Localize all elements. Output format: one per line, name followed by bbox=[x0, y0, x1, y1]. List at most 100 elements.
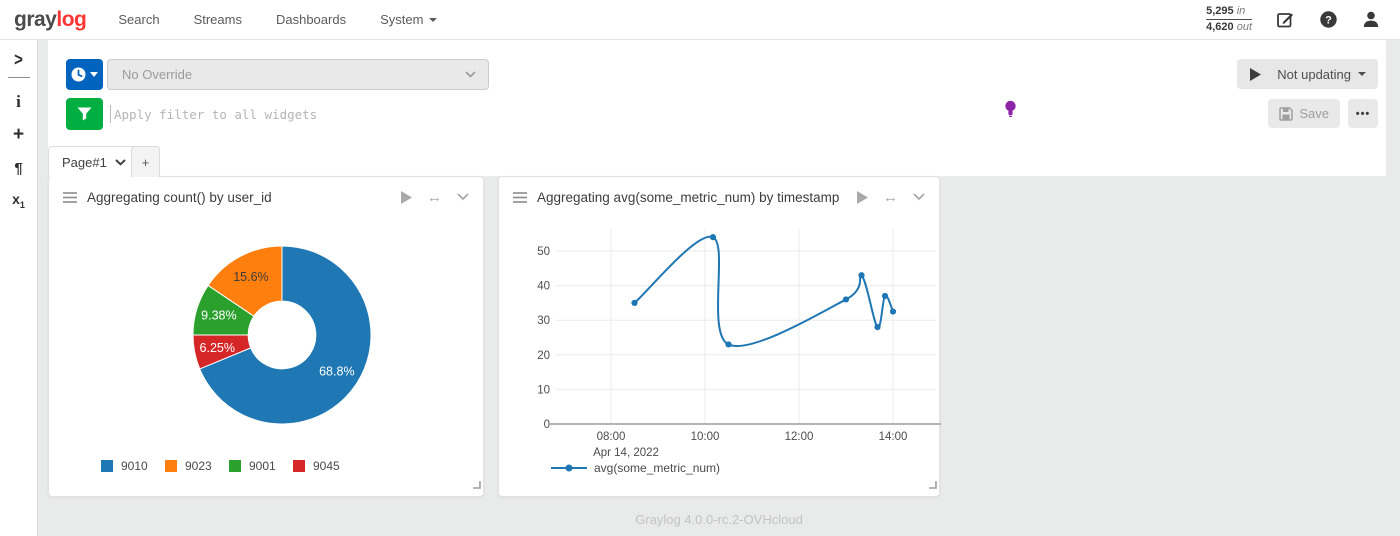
widget-title: Aggregating count() by user_id bbox=[87, 189, 272, 205]
widget-expand-icon[interactable]: ↔ bbox=[427, 188, 442, 206]
svg-text:9045: 9045 bbox=[313, 459, 340, 473]
svg-text:Apr 14, 2022: Apr 14, 2022 bbox=[593, 447, 659, 459]
lightbulb-icon[interactable] bbox=[1004, 100, 1017, 123]
logo-text-log: log bbox=[56, 7, 87, 31]
svg-text:40: 40 bbox=[537, 281, 550, 293]
svg-text:9010: 9010 bbox=[121, 459, 148, 473]
chevron-down-icon bbox=[115, 158, 126, 166]
svg-text:14:00: 14:00 bbox=[879, 431, 908, 443]
user-icon[interactable] bbox=[1362, 10, 1380, 29]
save-button-label: Save bbox=[1299, 106, 1329, 121]
throughput-in-unit: in bbox=[1236, 5, 1246, 17]
logo-text-gray: gray bbox=[14, 7, 57, 31]
play-icon bbox=[1249, 67, 1261, 81]
refresh-controls: Not updating bbox=[1237, 59, 1378, 89]
info-icon: i bbox=[16, 92, 21, 111]
widget-play-icon[interactable] bbox=[401, 190, 412, 204]
nav-item-streams[interactable]: Streams bbox=[193, 12, 242, 27]
ellipsis-icon: ••• bbox=[1355, 107, 1371, 120]
edit-icon[interactable] bbox=[1276, 10, 1295, 29]
paragraph-icon: ¶ bbox=[14, 160, 23, 177]
search-query-panel: No Override Not updating Save • bbox=[48, 40, 1386, 176]
top-navbar: graylog Search Streams Dashboards System… bbox=[0, 0, 1400, 40]
svg-text:50: 50 bbox=[537, 246, 550, 258]
svg-text:6.25%: 6.25% bbox=[200, 341, 235, 355]
widget-line-card: Aggregating avg(some_metric_num) by time… bbox=[498, 176, 941, 498]
svg-text:68.8%: 68.8% bbox=[319, 365, 354, 379]
refresh-interval-label: Not updating bbox=[1277, 66, 1351, 82]
filter-icon bbox=[77, 107, 92, 121]
more-actions-button[interactable]: ••• bbox=[1348, 99, 1378, 128]
drag-handle-icon[interactable] bbox=[63, 191, 77, 203]
sidebar-divider bbox=[7, 77, 30, 78]
widget-chevron-down-icon[interactable] bbox=[913, 193, 925, 201]
widget-play-icon[interactable] bbox=[857, 190, 868, 204]
throughput-out-unit: out bbox=[1236, 21, 1252, 33]
sidebar-item-formatting[interactable]: ¶ bbox=[14, 156, 22, 189]
refresh-play-button[interactable] bbox=[1237, 59, 1273, 89]
svg-text:9023: 9023 bbox=[185, 459, 212, 473]
throughput-in-value: 5,295 bbox=[1206, 5, 1234, 17]
sidebar-item-description[interactable]: i bbox=[16, 88, 21, 122]
tab-page1-label: Page#1 bbox=[62, 154, 107, 170]
filter-input-row bbox=[110, 98, 990, 130]
svg-text:20: 20 bbox=[537, 350, 550, 362]
line-chart[interactable]: 0 10 20 30 40 50 08:00 10:00 12:00 14:00 Apr 14, 2… bbox=[499, 177, 941, 498]
add-icon: + bbox=[12, 124, 25, 145]
main-nav: Search Streams Dashboards System bbox=[118, 12, 438, 27]
svg-text:9.38%: 9.38% bbox=[201, 309, 236, 323]
widget-header: Aggregating count() by user_id ↔ bbox=[49, 177, 483, 217]
svg-text:9001: 9001 bbox=[249, 459, 276, 473]
svg-text:avg(some_metric_num): avg(some_metric_num) bbox=[594, 461, 720, 475]
tab-add-page[interactable]: + bbox=[131, 146, 160, 177]
graylog-logo[interactable]: graylog bbox=[14, 7, 87, 32]
nav-item-dashboards[interactable]: Dashboards bbox=[275, 12, 347, 27]
drag-handle-icon[interactable] bbox=[513, 191, 527, 203]
widget-header: Aggregating avg(some_metric_num) by time… bbox=[499, 177, 939, 217]
text-cursor bbox=[110, 105, 111, 123]
svg-text:12:00: 12:00 bbox=[785, 431, 814, 443]
tab-strip bbox=[48, 146, 1386, 176]
nav-item-search[interactable]: Search bbox=[118, 12, 160, 27]
widget-chevron-down-icon[interactable] bbox=[457, 193, 469, 201]
refresh-interval-dropdown[interactable]: Not updating bbox=[1273, 59, 1378, 89]
add-tab-label: + bbox=[141, 154, 150, 170]
time-range-select[interactable]: No Override bbox=[107, 59, 489, 90]
pie-chart[interactable]: 68.8% 6.25% 9.38% 15.6% 9010 9023 9001 9045 bbox=[49, 177, 485, 498]
time-range-select-value: No Override bbox=[122, 67, 193, 82]
sidebar-expand-button[interactable]: > bbox=[14, 47, 23, 78]
version-text: Graylog 4.0.0-rc.2-OVHcloud bbox=[635, 512, 803, 527]
svg-text:0: 0 bbox=[544, 419, 550, 431]
caret-down-icon bbox=[429, 17, 438, 22]
caret-down-icon bbox=[90, 72, 98, 77]
throughput-indicator: 5,295 in 4,620 out bbox=[1206, 5, 1252, 34]
clock-icon bbox=[71, 67, 86, 82]
tab-page1[interactable]: Page#1 bbox=[48, 146, 140, 177]
time-range-button[interactable] bbox=[66, 59, 103, 90]
save-icon bbox=[1279, 106, 1294, 121]
caret-down-icon bbox=[1358, 72, 1366, 76]
resize-handle-icon[interactable] bbox=[473, 476, 481, 494]
chevron-down-icon bbox=[465, 71, 476, 78]
variable-icon: x1 bbox=[12, 191, 25, 210]
sidebar-item-create[interactable]: + bbox=[13, 122, 24, 156]
help-icon[interactable]: ? bbox=[1319, 10, 1338, 29]
svg-text:30: 30 bbox=[537, 315, 550, 327]
widget-pie-card: Aggregating count() by user_id ↔ 68.8% 6.… bbox=[48, 176, 484, 497]
nav-item-system[interactable]: System bbox=[380, 12, 438, 27]
filter-button[interactable] bbox=[66, 98, 103, 130]
resize-handle-icon[interactable] bbox=[929, 476, 937, 494]
left-sidebar: > i + ¶ x1 bbox=[0, 40, 38, 536]
widget-title: Aggregating avg(some_metric_num) by time… bbox=[537, 189, 840, 205]
svg-text:10: 10 bbox=[537, 384, 550, 396]
svg-text:10:00: 10:00 bbox=[691, 431, 720, 443]
save-button[interactable]: Save bbox=[1268, 99, 1340, 128]
sidebar-item-fields[interactable]: x1 bbox=[12, 189, 25, 212]
navbar-right: 5,295 in 4,620 out ? bbox=[1206, 5, 1380, 34]
filter-input[interactable] bbox=[114, 106, 990, 122]
svg-text:15.6%: 15.6% bbox=[233, 270, 268, 284]
throughput-out-value: 4,620 bbox=[1206, 21, 1234, 33]
svg-text:?: ? bbox=[1325, 14, 1332, 26]
widget-expand-icon[interactable]: ↔ bbox=[883, 188, 898, 206]
